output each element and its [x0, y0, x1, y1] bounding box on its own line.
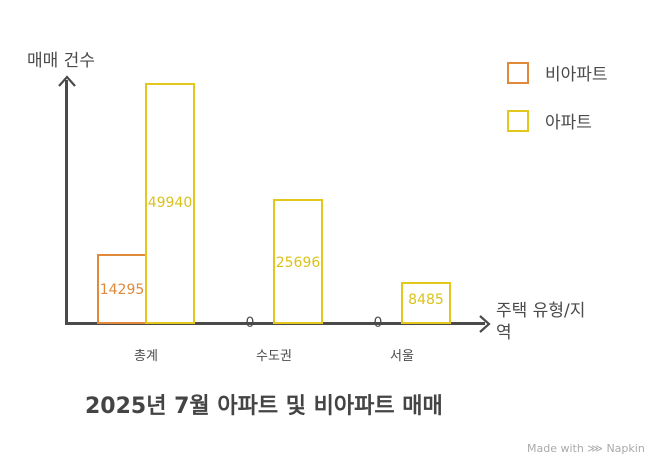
legend-item-nonapt: 비아파트 — [507, 60, 608, 85]
y-axis-arrow-icon — [58, 75, 76, 87]
y-axis — [65, 80, 68, 325]
x-axis-label-line1: 주택 유형/지 — [496, 301, 586, 321]
legend-swatch-nonapt — [507, 61, 529, 84]
legend-swatch-apt — [507, 109, 529, 132]
value-label-metro-nonapt: 0 — [245, 315, 255, 331]
x-axis-arrow-icon — [479, 315, 491, 333]
bar-metro-apt — [273, 199, 323, 324]
chart-title: 2025년 7월 아파트 및 비아파트 매매 — [85, 394, 443, 419]
category-label-total: 총계 — [134, 349, 158, 364]
value-label-seoul-apt: 8485 — [408, 292, 444, 308]
bar-seoul-apt — [401, 282, 451, 324]
category-label-metro: 수도권 — [256, 349, 292, 364]
x-axis-label-line2: 역 — [496, 323, 512, 343]
legend-label-apt: 아파트 — [545, 113, 592, 133]
value-label-total-apt: 49940 — [147, 195, 193, 211]
category-label-seoul: 서울 — [390, 349, 414, 364]
napkin-watermark: Made with ⋙ Napkin — [527, 442, 645, 455]
value-label-total-nonapt: 14295 — [99, 282, 145, 298]
bar-total-apt — [145, 83, 195, 324]
bar-total-nonapt — [97, 254, 147, 324]
x-axis-label: 주택 유형/지 역 — [496, 300, 626, 344]
value-label-metro-apt: 25696 — [275, 255, 321, 271]
legend-label-nonapt: 비아파트 — [545, 65, 608, 85]
y-axis-label: 매매 건수 — [27, 51, 95, 71]
value-label-seoul-nonapt: 0 — [373, 315, 383, 331]
legend-item-apt: 아파트 — [507, 108, 592, 133]
